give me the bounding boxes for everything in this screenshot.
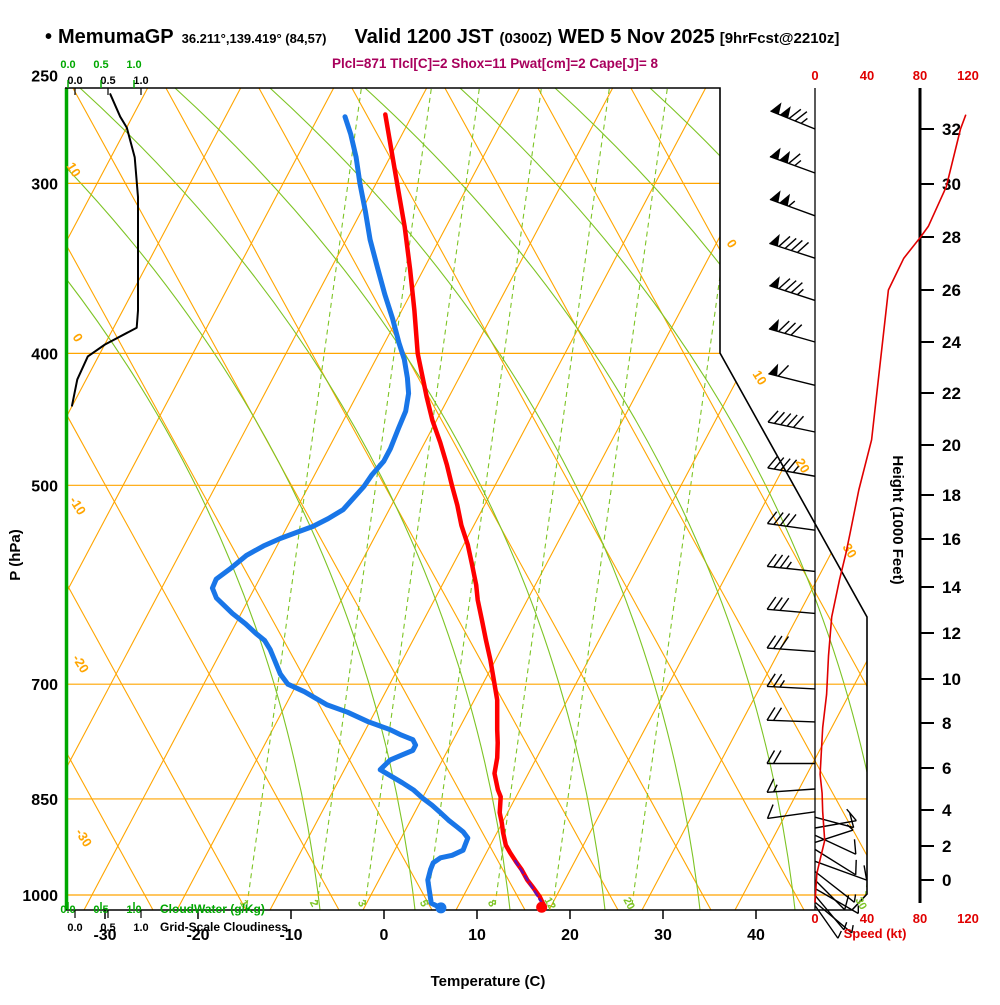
svg-text:Temperature (C): Temperature (C) xyxy=(431,973,546,990)
svg-text:120: 120 xyxy=(957,68,979,83)
svg-text:8: 8 xyxy=(485,898,498,909)
surface-temp-dot xyxy=(536,901,548,913)
svg-text:250: 250 xyxy=(31,69,58,86)
svg-text:12: 12 xyxy=(942,624,961,643)
svg-text:500: 500 xyxy=(31,478,58,495)
svg-text:P (hPa): P (hPa) xyxy=(7,529,24,580)
svg-text:80: 80 xyxy=(913,68,927,83)
svg-text:30: 30 xyxy=(852,895,868,911)
svg-text:0.0: 0.0 xyxy=(67,922,82,934)
svg-text:14: 14 xyxy=(942,578,961,597)
svg-text:0.0: 0.0 xyxy=(67,75,82,87)
svg-text:0.5: 0.5 xyxy=(100,75,115,87)
pressure-axis: 250 300 400 500 700 850 1000 xyxy=(22,69,58,905)
cloud-scales: 0.00.00.50.51.01.00.00.00.50.51.01.0Clou… xyxy=(60,59,288,934)
wind-speed-curve xyxy=(814,114,967,903)
svg-text:40: 40 xyxy=(747,927,765,944)
svg-text:30: 30 xyxy=(840,541,860,561)
surface-dew-dot xyxy=(435,902,447,914)
svg-text:30: 30 xyxy=(654,927,672,944)
svg-text:28: 28 xyxy=(942,228,961,247)
valid-time: Valid 1200 JST xyxy=(354,26,494,48)
svg-text:0.0: 0.0 xyxy=(60,59,75,71)
wind-barbs xyxy=(766,102,868,939)
svg-text:10: 10 xyxy=(64,160,84,180)
svg-text:6: 6 xyxy=(942,759,951,778)
svg-text:120: 120 xyxy=(957,911,979,926)
svg-text:0: 0 xyxy=(942,871,951,890)
valid-date: WED 5 Nov 2025 xyxy=(557,26,715,48)
svg-text:0.5: 0.5 xyxy=(100,922,115,934)
temperature-axis: -30 -20 -10 0 10 20 30 40 Temperature (C) xyxy=(93,910,765,990)
svg-text:-30: -30 xyxy=(93,927,116,944)
svg-text:8: 8 xyxy=(942,714,951,733)
svg-text:300: 300 xyxy=(31,176,58,193)
svg-text:0: 0 xyxy=(811,68,818,83)
plot-border xyxy=(65,87,868,911)
svg-text:1.0: 1.0 xyxy=(133,75,148,87)
svg-text:20: 20 xyxy=(793,456,813,476)
forecast-hour: [9hrFcst@2210z] xyxy=(719,30,840,47)
svg-text:-10: -10 xyxy=(66,494,89,518)
temperature-curve xyxy=(383,112,546,910)
svg-text:2: 2 xyxy=(307,898,320,909)
sounding-indices: Plcl=871 Tlcl[C]=2 Shox=11 Pwat[cm]=2 Ca… xyxy=(332,56,659,71)
background-grid xyxy=(65,88,867,910)
cloudiness-profile xyxy=(71,93,139,407)
svg-text:Height (1000 Feet): Height (1000 Feet) xyxy=(889,455,906,584)
svg-text:400: 400 xyxy=(31,346,58,363)
svg-text:-30: -30 xyxy=(72,826,95,850)
svg-text:Speed (kt): Speed (kt) xyxy=(844,926,907,941)
svg-text:0: 0 xyxy=(380,927,389,944)
valid-time-zulu: (0300Z) xyxy=(499,30,552,47)
svg-text:4: 4 xyxy=(942,801,952,820)
svg-text:20: 20 xyxy=(942,436,961,455)
svg-text:1.0: 1.0 xyxy=(126,59,141,71)
svg-text:16: 16 xyxy=(942,530,961,549)
svg-text:-20: -20 xyxy=(69,652,92,676)
svg-text:2: 2 xyxy=(942,837,951,856)
svg-text:1000: 1000 xyxy=(22,888,58,905)
svg-text:20: 20 xyxy=(561,927,579,944)
svg-text:0: 0 xyxy=(811,911,818,926)
svg-text:40: 40 xyxy=(860,911,874,926)
svg-text:0: 0 xyxy=(724,237,741,251)
svg-text:32: 32 xyxy=(942,120,961,139)
chart-title: • MemumaGP 36.211°,139.419° (84,57) Valid 1… xyxy=(45,26,839,49)
svg-text:22: 22 xyxy=(942,384,961,403)
svg-text:700: 700 xyxy=(31,677,58,694)
svg-text:1.0: 1.0 xyxy=(133,922,148,934)
svg-text:10: 10 xyxy=(942,670,961,689)
station-name: MemumaGP xyxy=(58,26,174,48)
svg-text:Grid-Scale Cloudiness: Grid-Scale Cloudiness xyxy=(160,920,288,934)
svg-text:0.5: 0.5 xyxy=(93,59,108,71)
station-coordinates: 36.211°,139.419° (84,57) xyxy=(181,31,327,46)
svg-text:10: 10 xyxy=(750,368,770,388)
svg-text:1: 1 xyxy=(237,898,250,909)
svg-text:80: 80 xyxy=(913,911,927,926)
svg-text:0: 0 xyxy=(70,331,87,345)
dewpoint-curve xyxy=(209,114,471,911)
svg-text:30: 30 xyxy=(942,175,961,194)
svg-text:CloudWater (g/Kg): CloudWater (g/Kg) xyxy=(160,902,265,916)
svg-text:5: 5 xyxy=(417,898,430,909)
svg-text:40: 40 xyxy=(860,68,874,83)
svg-text:24: 24 xyxy=(942,333,961,352)
svg-text:-10: -10 xyxy=(279,927,302,944)
svg-text:20: 20 xyxy=(620,895,636,911)
svg-text:-20: -20 xyxy=(186,927,209,944)
svg-text:10: 10 xyxy=(468,927,486,944)
svg-text:26: 26 xyxy=(942,281,961,300)
svg-text:3: 3 xyxy=(355,898,368,909)
parcel-path xyxy=(514,859,546,909)
svg-text:18: 18 xyxy=(942,486,961,505)
svg-text:850: 850 xyxy=(31,792,58,809)
station-bullet-icon: • xyxy=(45,26,53,48)
